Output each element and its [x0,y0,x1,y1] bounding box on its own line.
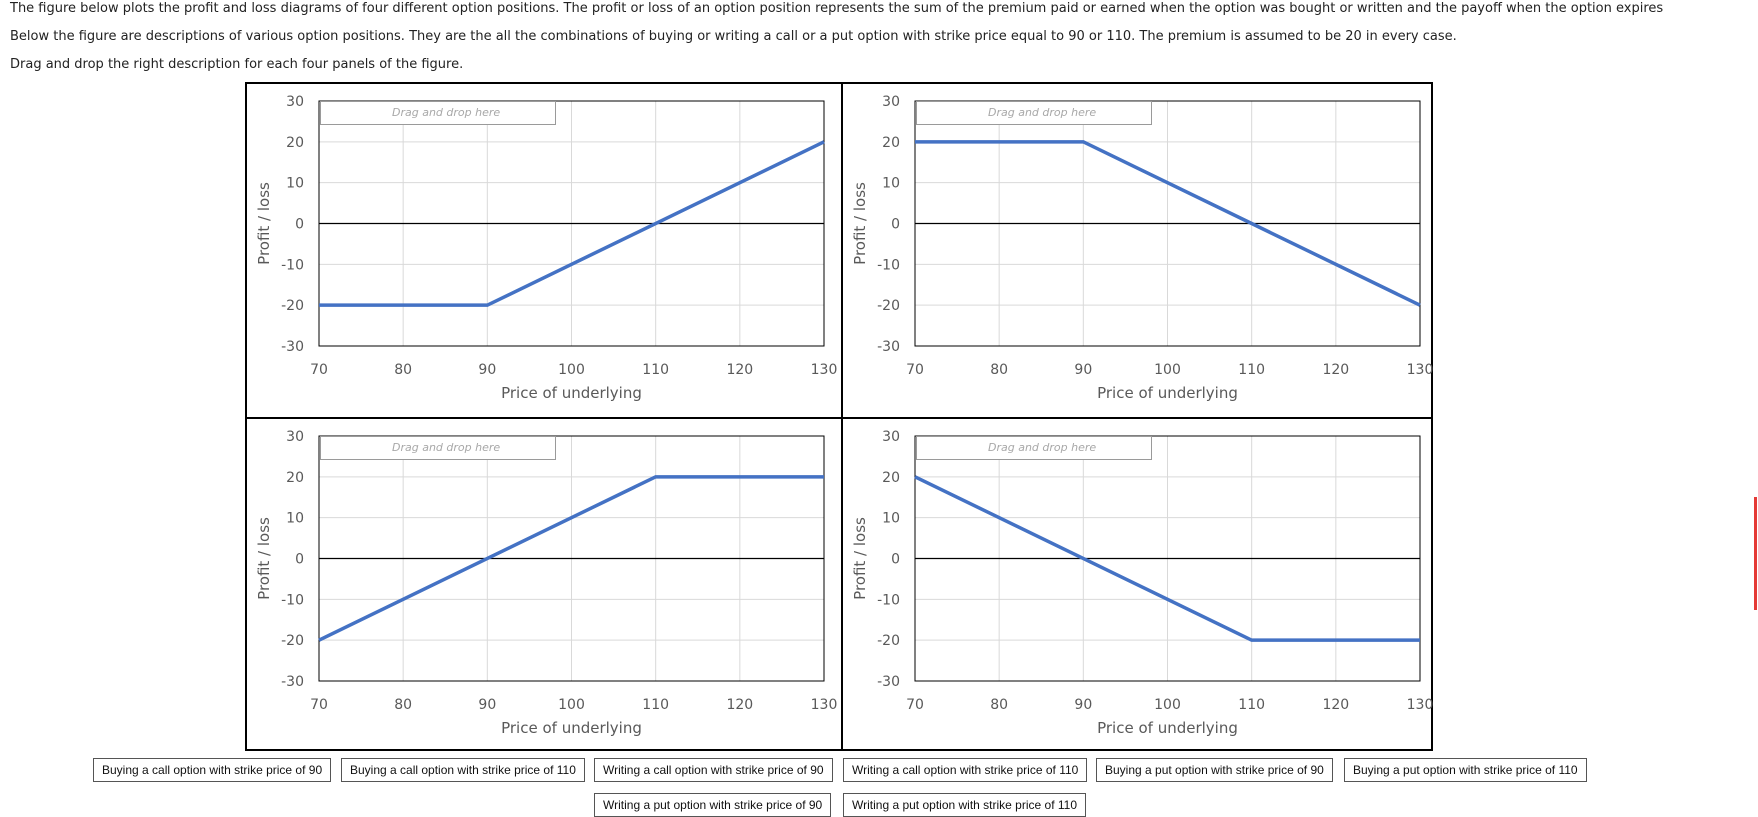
option-chip[interactable]: Writing a put option with strike price o… [843,793,1086,817]
y-tick-label: 10 [286,176,304,192]
dropzone-bottom-right[interactable]: Drag and drop here [916,436,1152,460]
y-tick-label: 30 [882,94,900,110]
profit-loss-line [915,140,1421,307]
profit-loss-line [319,140,825,307]
dropzone-bottom-left[interactable]: Drag and drop here [320,436,556,460]
y-tick-label: 30 [882,429,900,445]
x-tick-label: 130 [1407,362,1434,378]
x-tick-label: 70 [906,697,924,713]
horizontal-divider [247,417,1431,419]
panel-bottom-right: 30 20 10 0 -10 -20 -30 70 80 90 100 110 120 130 Price … [843,419,1435,752]
panel-bottom-left: 30 20 10 0 -10 -20 -30 70 80 90 100 110 120 130 Price … [247,419,839,752]
x-tick-label: 90 [478,362,496,378]
x-tick-label: 110 [642,697,669,713]
x-tick-label: 80 [990,362,1008,378]
x-tick-label: 70 [310,362,328,378]
x-tick-label: 120 [1322,362,1349,378]
x-tick-label: 110 [1238,362,1265,378]
y-tick-label: -10 [877,592,900,608]
x-tick-label: 120 [726,697,753,713]
y-tick-label: 20 [286,470,304,486]
profit-loss-line [318,475,824,642]
dropzone-top-left[interactable]: Drag and drop here [320,101,556,125]
x-tick-label: 120 [1322,697,1349,713]
option-chip[interactable]: Buying a call option with strike price o… [341,758,585,782]
x-tick-label: 70 [906,362,924,378]
x-tick-label: 80 [394,362,412,378]
instruction-line-3: Drag and drop the right description for … [10,57,464,72]
x-tick-label: 130 [811,697,838,713]
panel-top-right: 30 20 10 0 -10 -20 -30 70 80 90 100 110 120 130 Price … [843,84,1435,417]
x-tick-label: 90 [1074,697,1092,713]
y-tick-label: 0 [891,217,900,233]
y-tick-label: 20 [882,470,900,486]
option-chip[interactable]: Buying a call option with strike price o… [93,758,332,782]
y-tick-label: -10 [281,592,304,608]
y-tick-label: 0 [891,552,900,568]
y-tick-label: 0 [295,552,304,568]
y-tick-label: -20 [281,298,304,314]
x-tick-label: 70 [310,697,328,713]
y-tick-label: -10 [281,257,304,273]
y-tick-label: -20 [877,633,900,649]
option-chip[interactable]: Writing a call option with strike price … [594,758,833,782]
x-tick-label: 110 [642,362,669,378]
x-tick-label: 130 [1407,697,1434,713]
y-tick-label: 10 [286,511,304,527]
x-tick-label: 110 [1238,697,1265,713]
x-tick-label: 80 [394,697,412,713]
scroll-position-marker [1754,497,1757,610]
x-tick-label: 120 [726,362,753,378]
x-tick-label: 100 [1154,362,1181,378]
y-tick-label: 20 [882,135,900,151]
y-axis-label: Profit / loss [851,517,869,600]
y-tick-label: -10 [877,257,900,273]
x-tick-label: 130 [811,362,838,378]
dropzone-top-right[interactable]: Drag and drop here [916,101,1152,125]
y-axis-label: Profit / loss [255,517,273,600]
y-tick-label: -30 [281,339,304,355]
x-axis-label: Price of underlying [1097,384,1238,402]
option-chip[interactable]: Buying a put option with strike price of… [1096,758,1333,782]
option-chip[interactable]: Writing a call option with strike price … [843,758,1088,782]
x-tick-label: 80 [990,697,1008,713]
y-tick-label: 10 [882,511,900,527]
y-axis-label: Profit / loss [255,182,273,265]
y-tick-label: -20 [281,633,304,649]
y-tick-label: -30 [281,674,304,690]
y-tick-label: 30 [286,429,304,445]
x-axis-label: Price of underlying [501,719,642,737]
vertical-divider [841,84,843,749]
y-tick-label: 20 [286,135,304,151]
x-tick-label: 100 [558,362,585,378]
y-tick-label: 30 [286,94,304,110]
figure-grid: 30 20 10 0 -10 -20 -30 70 80 90 100 110 120 130 Price … [245,82,1433,751]
y-tick-label: -20 [877,298,900,314]
instruction-line-2: Below the figure are descriptions of var… [10,29,1457,44]
x-axis-label: Price of underlying [1097,719,1238,737]
y-tick-label: -30 [877,339,900,355]
x-tick-label: 90 [1074,362,1092,378]
x-axis-label: Price of underlying [501,384,642,402]
x-tick-label: 100 [558,697,585,713]
y-tick-label: 10 [882,176,900,192]
y-tick-label: -30 [877,674,900,690]
x-tick-label: 90 [478,697,496,713]
panel-top-left: 30 20 10 0 -10 -20 -30 70 80 90 100 110 120 130 Price … [247,84,839,417]
option-chip[interactable]: Writing a put option with strike price o… [594,793,832,817]
option-chip[interactable]: Buying a put option with strike price of… [1344,758,1587,782]
y-axis-label: Profit / loss [851,182,869,265]
instruction-line-1: The figure below plots the profit and lo… [10,1,1664,16]
profit-loss-line [914,475,1420,642]
x-tick-label: 100 [1154,697,1181,713]
y-tick-label: 0 [295,217,304,233]
